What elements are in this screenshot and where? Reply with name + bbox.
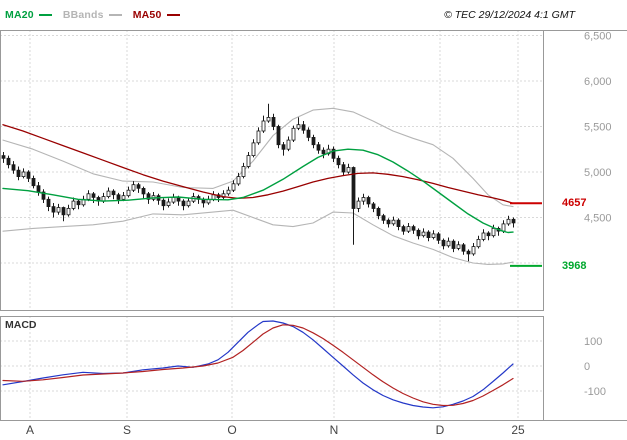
panel-borders — [0, 30, 627, 421]
resistance-level-label: 4657 — [562, 197, 587, 209]
axis-tick-label: 100 — [584, 336, 602, 348]
axis-tick-label: S — [123, 423, 131, 437]
axis-tick-label: 25 — [511, 423, 525, 437]
axis-tick-label: 4,500 — [584, 213, 612, 225]
legend-item-ma50: MA50 — [133, 9, 180, 21]
legend-bbands-label: BBands — [62, 9, 104, 21]
macd-lines — [2, 320, 514, 409]
copyright-text: © TEC 29/12/2024 4:1 GMT — [444, 9, 575, 21]
macd-panel-title: MACD — [5, 319, 37, 331]
candlesticks — [1, 103, 516, 262]
chart-legend: MA20 BBands MA50 © TEC 29/12/2024 4:1 GM… — [0, 0, 627, 30]
legend-item-bbands: BBands — [63, 9, 122, 21]
axis-labels: 6,500 6,000 5,500 5,000 4,500 100 0 -100 A S O N D 25 — [26, 30, 612, 437]
legend-ma50-label: MA50 — [132, 9, 162, 21]
axis-tick-label: 0 — [584, 361, 590, 373]
axis-tick-label: 6,000 — [584, 76, 612, 88]
gridlines — [0, 30, 543, 420]
axis-tick-label: 5,000 — [584, 167, 612, 179]
axis-tick-label: 5,500 — [584, 121, 612, 133]
axis-tick-label: D — [436, 423, 445, 437]
legend-ma20-label: MA20 — [5, 9, 34, 21]
axis-tick-label: A — [26, 423, 34, 437]
legend-ma20-dash-icon — [38, 14, 52, 16]
legend-ma50-dash-icon — [166, 14, 180, 16]
legend-bbands-dash-icon — [108, 14, 122, 16]
axis-tick-label: -100 — [584, 386, 606, 398]
legend-item-ma20: MA20 — [5, 9, 52, 21]
support-level-label: 3968 — [562, 260, 587, 272]
bollinger-bands — [2, 107, 514, 265]
axis-tick-label: N — [330, 423, 339, 437]
moving-average-lines — [2, 124, 514, 234]
axis-tick-label: 6,500 — [584, 30, 612, 42]
axis-tick-label: O — [227, 423, 236, 437]
support-resistance-levels — [510, 202, 542, 267]
